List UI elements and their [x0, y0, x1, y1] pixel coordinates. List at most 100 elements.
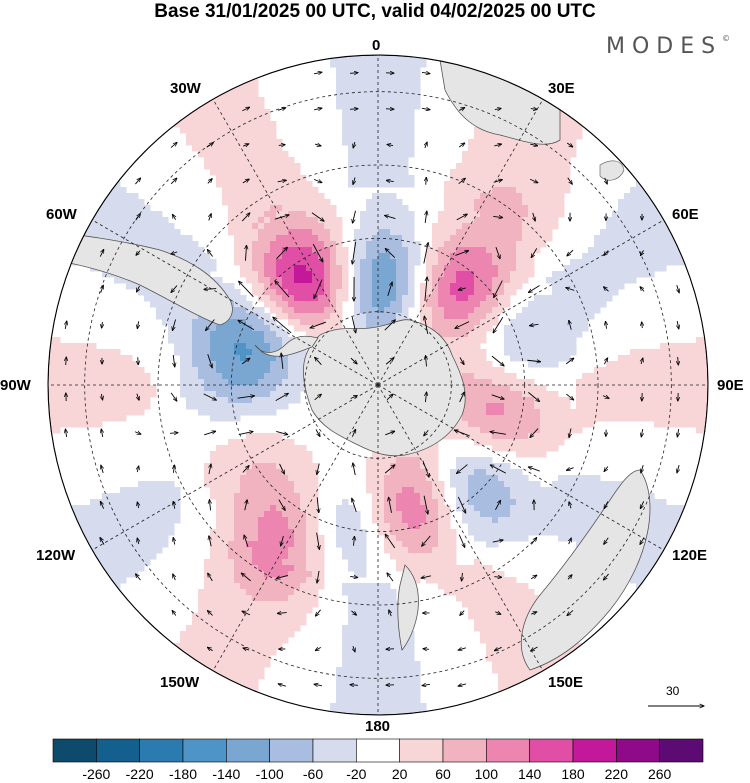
- field-cell: [522, 229, 529, 236]
- field-cell: [150, 511, 157, 518]
- field-cell: [606, 409, 613, 416]
- field-cell: [90, 397, 97, 404]
- field-cell: [546, 277, 553, 284]
- field-cell: [282, 463, 289, 470]
- field-cell: [258, 277, 265, 284]
- field-cell: [294, 397, 301, 404]
- field-cell: [420, 301, 427, 308]
- field-cell: [618, 283, 625, 290]
- field-cell: [288, 355, 295, 362]
- field-cell: [516, 349, 523, 356]
- field-cell: [480, 433, 487, 440]
- field-cell: [132, 529, 139, 536]
- field-cell: [468, 385, 475, 392]
- field-cell: [210, 535, 217, 542]
- field-cell: [216, 547, 223, 554]
- field-cell: [372, 61, 379, 68]
- field-cell: [144, 397, 151, 404]
- field-cell: [258, 397, 265, 404]
- field-cell: [498, 193, 505, 200]
- field-cell: [162, 307, 169, 314]
- field-cell: [492, 307, 499, 314]
- field-cell: [402, 139, 409, 146]
- field-cell: [270, 403, 277, 410]
- field-cell: [312, 523, 319, 530]
- field-cell: [318, 241, 325, 248]
- field-cell: [312, 547, 319, 554]
- field-cell: [384, 259, 391, 266]
- field-cell: [606, 367, 613, 374]
- field-cell: [402, 73, 409, 80]
- field-cell: [240, 205, 247, 212]
- field-cell: [288, 523, 295, 530]
- field-cell: [390, 145, 397, 152]
- field-cell: [360, 127, 367, 134]
- field-cell: [156, 223, 163, 230]
- field-cell: [228, 349, 235, 356]
- field-cell: [672, 367, 679, 374]
- field-cell: [216, 127, 223, 134]
- field-cell: [432, 325, 439, 332]
- field-cell: [372, 265, 379, 272]
- field-cell: [258, 205, 265, 212]
- field-cell: [534, 391, 541, 398]
- field-cell: [702, 367, 708, 374]
- field-cell: [234, 397, 241, 404]
- field-cell: [528, 331, 535, 338]
- field-cell: [570, 343, 577, 350]
- field-cell: [282, 307, 289, 314]
- field-cell: [474, 145, 481, 152]
- field-cell: [54, 355, 61, 362]
- field-cell: [264, 211, 271, 218]
- field-cell: [324, 271, 331, 278]
- field-cell: [624, 229, 631, 236]
- field-cell: [180, 313, 187, 320]
- field-cell: [486, 433, 493, 440]
- field-cell: [564, 511, 571, 518]
- field-cell: [672, 391, 679, 398]
- field-cell: [654, 421, 661, 428]
- field-cell: [270, 529, 277, 536]
- field-cell: [330, 211, 337, 218]
- field-cell: [690, 379, 697, 386]
- field-cell: [384, 457, 391, 464]
- field-cell: [372, 235, 379, 242]
- field-cell: [486, 133, 493, 140]
- field-cell: [642, 205, 649, 212]
- field-cell: [480, 211, 487, 218]
- field-cell: [618, 217, 625, 224]
- field-cell: [264, 205, 271, 212]
- field-cell: [468, 253, 475, 260]
- field-cell: [258, 253, 265, 260]
- field-cell: [270, 235, 277, 242]
- field-cell: [510, 271, 517, 278]
- field-cell: [420, 283, 427, 290]
- field-cell: [366, 205, 373, 212]
- field-cell: [468, 403, 475, 410]
- field-cell: [468, 277, 475, 284]
- field-cell: [294, 175, 301, 182]
- field-cell: [522, 331, 529, 338]
- field-cell: [282, 193, 289, 200]
- field-cell: [222, 331, 229, 338]
- field-cell: [402, 121, 409, 128]
- field-cell: [372, 319, 379, 326]
- field-cell: [594, 505, 601, 512]
- field-cell: [126, 493, 133, 500]
- field-cell: [234, 163, 241, 170]
- field-cell: [384, 295, 391, 302]
- field-cell: [408, 271, 415, 278]
- field-cell: [438, 271, 445, 278]
- field-cell: [528, 145, 535, 152]
- field-cell: [450, 205, 457, 212]
- field-cell: [228, 145, 235, 152]
- field-cell: [108, 523, 115, 530]
- field-cell: [240, 379, 247, 386]
- field-cell: [204, 103, 211, 110]
- field-cell: [564, 505, 571, 512]
- field-cell: [612, 415, 619, 422]
- field-cell: [294, 475, 301, 482]
- field-cell: [504, 403, 511, 410]
- field-cell: [690, 373, 697, 380]
- map-title: Base 31/01/2025 00 UTC, valid 04/02/2025…: [154, 1, 596, 22]
